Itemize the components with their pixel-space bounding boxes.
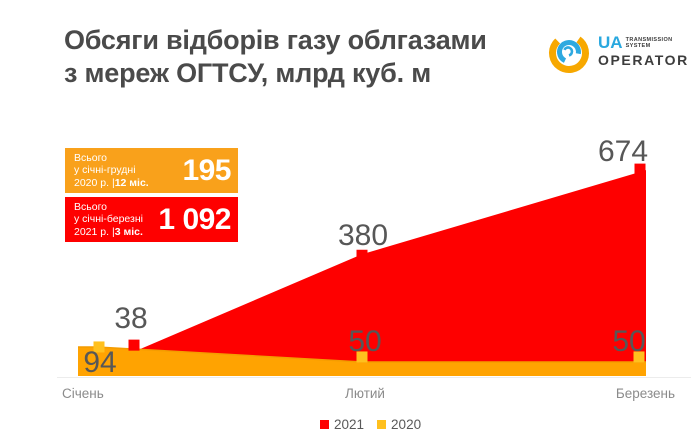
page-title-line1: Обсяги відборів газу облгазами bbox=[64, 25, 487, 55]
total-2021-caption: Всього у січні-березні 2021 р. |3 міс. bbox=[65, 201, 143, 239]
legend-label-2020: 2020 bbox=[391, 417, 422, 432]
x-axis-label-jan: Січень bbox=[62, 386, 104, 401]
total-2020-box: Всього у січні-грудні 2020 р. |12 міс. 1… bbox=[65, 148, 238, 193]
marker-2021-0 bbox=[128, 339, 140, 351]
chart-legend: 2021 2020 bbox=[320, 417, 421, 432]
legend-label-2021: 2021 bbox=[334, 417, 365, 432]
total-2020-value: 195 bbox=[182, 153, 231, 187]
total-2020-line1: Всього bbox=[74, 151, 108, 164]
data-label-2021-mar: 674 bbox=[597, 135, 649, 168]
marker-2020-1 bbox=[356, 351, 368, 363]
legend-item-2021: 2021 bbox=[320, 417, 364, 432]
legend-swatch-2020-icon bbox=[377, 420, 387, 429]
total-2020-caption: Всього у січні-грудні 2020 р. |12 міс. bbox=[65, 152, 149, 190]
total-2021-line1: Всього bbox=[74, 200, 108, 213]
data-label-2021-jan: 38 bbox=[114, 302, 148, 335]
marker-2020-2 bbox=[633, 351, 645, 363]
data-label-2020-mar: 50 bbox=[612, 325, 646, 358]
logo-transmission-system-label: TRANSMISSION SYSTEM bbox=[626, 37, 673, 49]
total-2020-line2: у січні-грудні bbox=[74, 164, 136, 177]
legend-item-2020: 2020 bbox=[377, 417, 421, 432]
logo-word-system: SYSTEM bbox=[625, 43, 651, 49]
total-2020-line3: 2020 р. |12 міс. bbox=[74, 176, 149, 189]
total-2021-line3: 2021 р. |3 міс. bbox=[74, 225, 143, 238]
data-label-2020-jan: 94 bbox=[83, 346, 117, 379]
area-2020-top-line bbox=[78, 346, 646, 363]
page-title-line2: з мереж ОГТСУ, млрд куб. м bbox=[64, 58, 431, 88]
logo: UA TRANSMISSION SYSTEM OPERATOR bbox=[546, 29, 689, 81]
data-label-2021-feb: 380 bbox=[337, 219, 389, 252]
logo-word-transmission: TRANSMISSION bbox=[625, 37, 673, 43]
x-axis-label-mar: Березень bbox=[615, 386, 675, 401]
x-axis-label-feb: Лютий bbox=[345, 386, 385, 401]
logo-swirl-icon bbox=[546, 29, 593, 81]
total-2021-line2: у січні-березні bbox=[74, 213, 143, 226]
total-2021-box: Всього у січні-березні 2021 р. |3 міс. 1… bbox=[65, 197, 238, 242]
logo-text: UA TRANSMISSION SYSTEM OPERATOR bbox=[598, 33, 689, 81]
total-2021-value: 1 092 bbox=[158, 202, 231, 236]
marker-2020-0 bbox=[93, 341, 105, 353]
marker-2021-1 bbox=[356, 249, 368, 261]
marker-2021-2 bbox=[634, 163, 646, 175]
data-label-2020-feb: 50 bbox=[348, 325, 382, 358]
logo-operator-label: OPERATOR bbox=[598, 52, 689, 68]
legend-swatch-2021-icon bbox=[320, 420, 329, 429]
page-title: Обсяги відборів газу облгазами з мереж О… bbox=[64, 24, 487, 90]
logo-ua-label: UA bbox=[598, 33, 623, 52]
area-series-2021 bbox=[133, 170, 646, 376]
